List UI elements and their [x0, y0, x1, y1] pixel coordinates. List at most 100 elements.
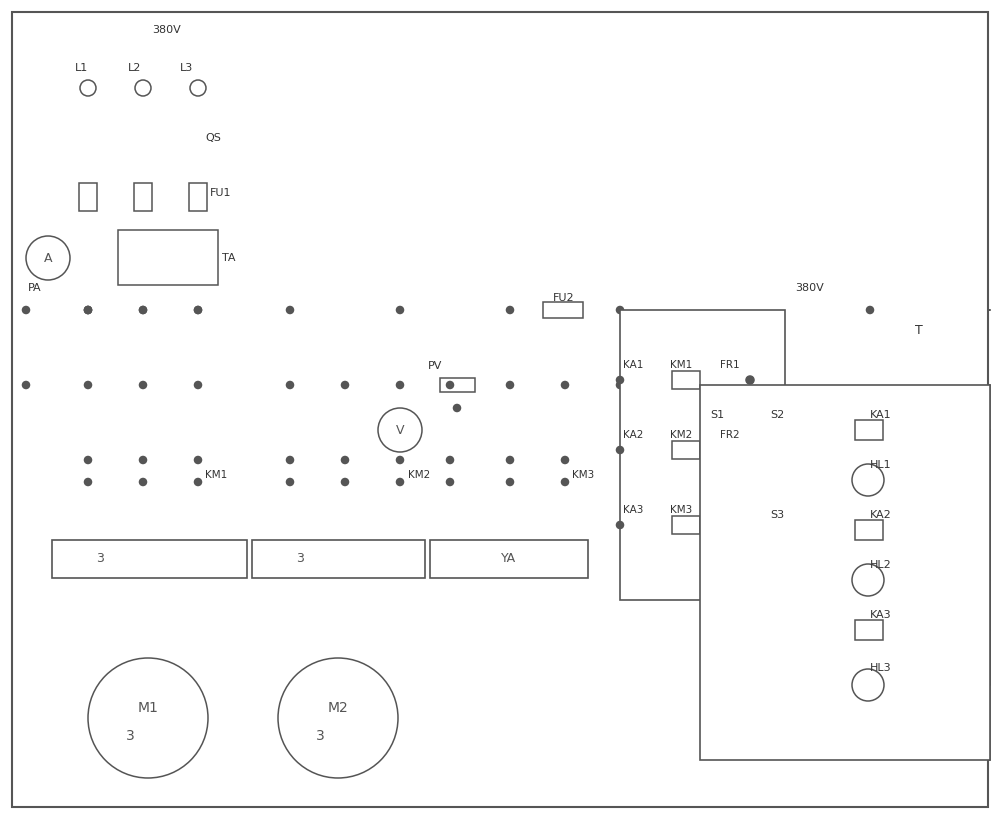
Circle shape — [140, 306, 146, 314]
Text: A: A — [44, 251, 52, 265]
Circle shape — [84, 456, 92, 464]
Circle shape — [446, 382, 454, 388]
Circle shape — [194, 382, 202, 388]
Circle shape — [140, 306, 146, 314]
Text: KA3: KA3 — [870, 610, 892, 620]
Circle shape — [866, 306, 874, 314]
Text: M1: M1 — [138, 701, 158, 715]
Circle shape — [135, 80, 151, 96]
Bar — [700, 385, 990, 760]
Text: S2: S2 — [770, 410, 784, 420]
Circle shape — [507, 456, 514, 464]
Circle shape — [84, 306, 92, 314]
Circle shape — [562, 478, 568, 486]
Text: 3: 3 — [316, 729, 324, 743]
Circle shape — [342, 456, 349, 464]
Text: 3: 3 — [126, 729, 134, 743]
Text: HL1: HL1 — [870, 460, 892, 470]
Bar — [79, 183, 97, 211]
Text: S1: S1 — [710, 410, 724, 420]
Circle shape — [194, 478, 202, 486]
Circle shape — [140, 456, 146, 464]
Text: KM1: KM1 — [670, 360, 692, 370]
Text: M2: M2 — [328, 701, 348, 715]
Circle shape — [616, 306, 624, 314]
Circle shape — [84, 478, 92, 486]
Circle shape — [446, 456, 454, 464]
Circle shape — [84, 306, 92, 314]
Text: KA1: KA1 — [623, 360, 643, 370]
Circle shape — [287, 306, 294, 314]
Circle shape — [396, 478, 404, 486]
Bar — [252, 540, 425, 578]
Text: KM2: KM2 — [408, 470, 430, 480]
Text: KM3: KM3 — [670, 505, 692, 515]
Text: KA2: KA2 — [623, 430, 643, 440]
Circle shape — [287, 478, 294, 486]
Circle shape — [342, 478, 349, 486]
Circle shape — [140, 478, 146, 486]
Text: PV: PV — [428, 361, 442, 371]
Circle shape — [396, 456, 404, 464]
Text: KM1: KM1 — [205, 470, 227, 480]
Text: 380V: 380V — [152, 25, 181, 35]
Text: PA: PA — [28, 283, 42, 293]
Circle shape — [26, 236, 70, 280]
Bar — [672, 371, 700, 389]
Circle shape — [396, 306, 404, 314]
Circle shape — [616, 382, 624, 388]
Text: V: V — [396, 423, 404, 437]
Circle shape — [342, 382, 349, 388]
Text: 3: 3 — [96, 553, 104, 565]
Text: KM3: KM3 — [572, 470, 594, 480]
Circle shape — [454, 405, 460, 411]
Text: FU1: FU1 — [210, 188, 232, 198]
Circle shape — [562, 382, 568, 388]
Circle shape — [194, 456, 202, 464]
Text: KA3: KA3 — [623, 505, 643, 515]
Circle shape — [616, 522, 624, 528]
Bar — [620, 310, 785, 600]
Bar — [134, 183, 152, 211]
Circle shape — [616, 377, 624, 383]
Circle shape — [80, 80, 96, 96]
Text: 380V: 380V — [795, 283, 824, 293]
Circle shape — [507, 306, 514, 314]
Circle shape — [852, 564, 884, 596]
Circle shape — [84, 306, 92, 314]
Text: FR2: FR2 — [720, 430, 740, 440]
Circle shape — [140, 382, 146, 388]
Text: KM2: KM2 — [670, 430, 692, 440]
Circle shape — [194, 306, 202, 314]
Circle shape — [507, 478, 514, 486]
Text: TA: TA — [222, 253, 236, 263]
Text: HL3: HL3 — [870, 663, 892, 673]
Text: S3: S3 — [770, 510, 784, 520]
Bar — [855, 420, 883, 440]
Bar — [189, 183, 207, 211]
Text: HL2: HL2 — [870, 560, 892, 570]
Circle shape — [378, 408, 422, 452]
Text: L2: L2 — [128, 63, 141, 73]
Text: QS: QS — [205, 133, 221, 143]
Circle shape — [616, 446, 624, 454]
Circle shape — [88, 658, 208, 778]
Circle shape — [22, 382, 30, 388]
Bar — [430, 540, 588, 578]
Circle shape — [84, 382, 92, 388]
Text: KA2: KA2 — [870, 510, 892, 520]
Bar — [52, 540, 247, 578]
Circle shape — [446, 478, 454, 486]
Circle shape — [190, 80, 206, 96]
Text: 3: 3 — [296, 553, 304, 565]
Circle shape — [194, 306, 202, 314]
Bar — [855, 620, 883, 640]
Text: T: T — [915, 324, 923, 337]
Circle shape — [562, 456, 568, 464]
Text: FU2: FU2 — [553, 293, 575, 303]
Circle shape — [746, 376, 754, 384]
Text: L1: L1 — [75, 63, 88, 73]
Circle shape — [852, 464, 884, 496]
Bar — [855, 520, 883, 540]
Circle shape — [22, 306, 30, 314]
